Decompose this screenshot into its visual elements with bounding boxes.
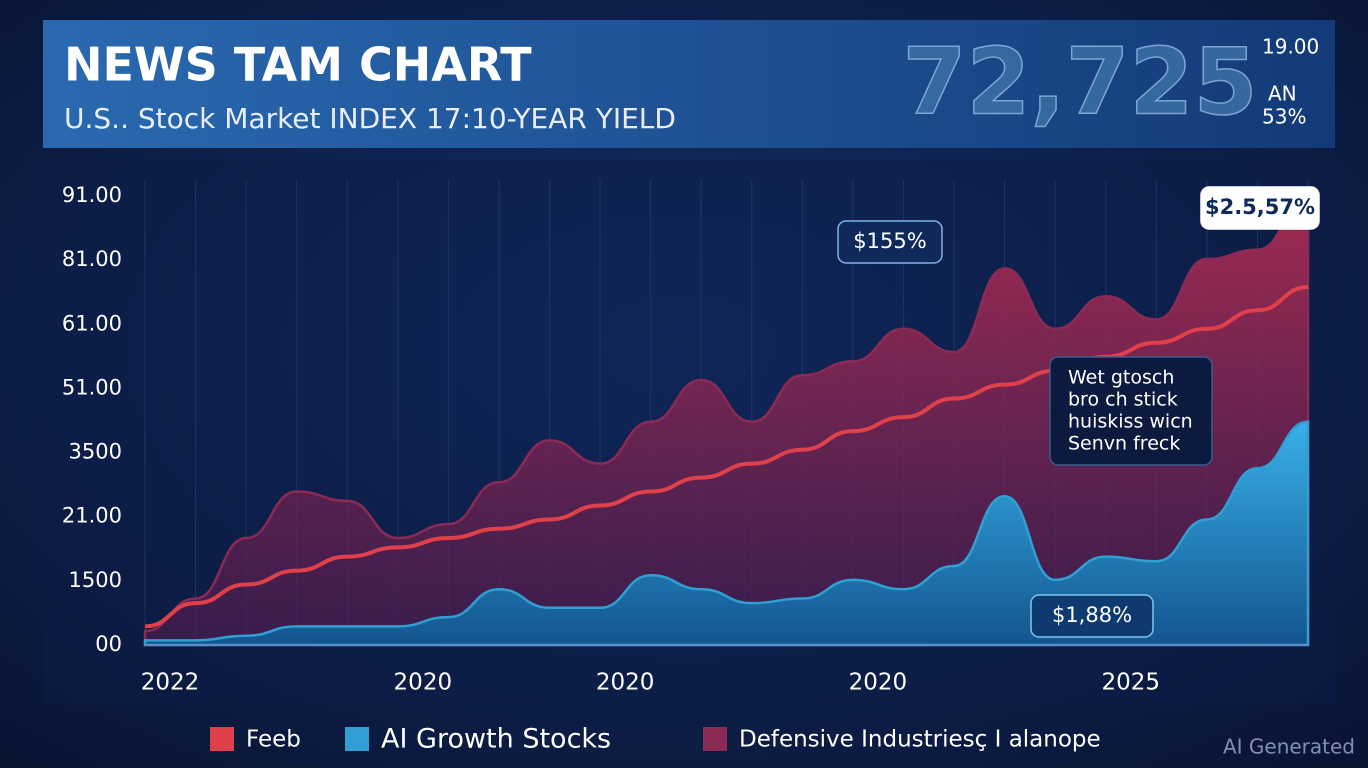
y-tick-label: 00	[95, 632, 122, 656]
headline-side: 53%	[1262, 105, 1306, 129]
legend-swatch	[703, 727, 727, 751]
legend-label: Defensive Industriesç I alanope	[739, 727, 1101, 753]
legend-swatch	[210, 727, 234, 751]
chart-subtitle: U.S.. Stock Market INDEX 17:10-YEAR YIEL…	[64, 102, 676, 135]
annotation: $2.5,57%	[1205, 195, 1315, 219]
headline-number: 72,725	[902, 28, 1257, 135]
y-tick-label: 21.00	[62, 504, 122, 528]
legend-label: AI Growth Stocks	[381, 724, 611, 755]
x-tick-label: 2020	[849, 670, 908, 696]
y-tick-label: 61.00	[62, 311, 122, 335]
y-tick-label: 1500	[69, 568, 122, 592]
y-tick-label: 3500	[69, 440, 122, 464]
y-tick-label: 51.00	[62, 375, 122, 399]
annotation-box	[1200, 186, 1320, 230]
headline-side: 19.00	[1262, 35, 1319, 59]
watermark: AI Generated	[1223, 735, 1355, 759]
legend-label: Feeb	[246, 727, 301, 753]
chart-title: NEWS TAM CHART	[64, 38, 532, 92]
note-line: Wet gtosch	[1068, 367, 1174, 389]
note-line: huiskiss wicn	[1068, 411, 1193, 433]
annotation: $155%	[853, 229, 926, 253]
line	[144, 284, 1309, 629]
x-tick-label: 2020	[394, 670, 453, 696]
annotation-box	[837, 220, 943, 264]
y-tick-label: 91.00	[62, 183, 122, 207]
note-box	[1049, 356, 1213, 466]
legend-swatch	[345, 727, 369, 751]
header-band	[43, 20, 1335, 148]
annotation: $1,88%	[1052, 603, 1132, 627]
note-line: Senvn freck	[1068, 433, 1180, 455]
y-tick-label: 81.00	[62, 247, 122, 271]
annotation-box	[1030, 594, 1154, 638]
x-tick-label: 2020	[596, 670, 655, 696]
note-line: bro ch stick	[1068, 389, 1178, 411]
x-tick-label: 2025	[1101, 670, 1160, 696]
area	[143, 420, 1310, 647]
x-tick-label: 2022	[141, 670, 200, 696]
headline-side: AN	[1268, 82, 1297, 106]
